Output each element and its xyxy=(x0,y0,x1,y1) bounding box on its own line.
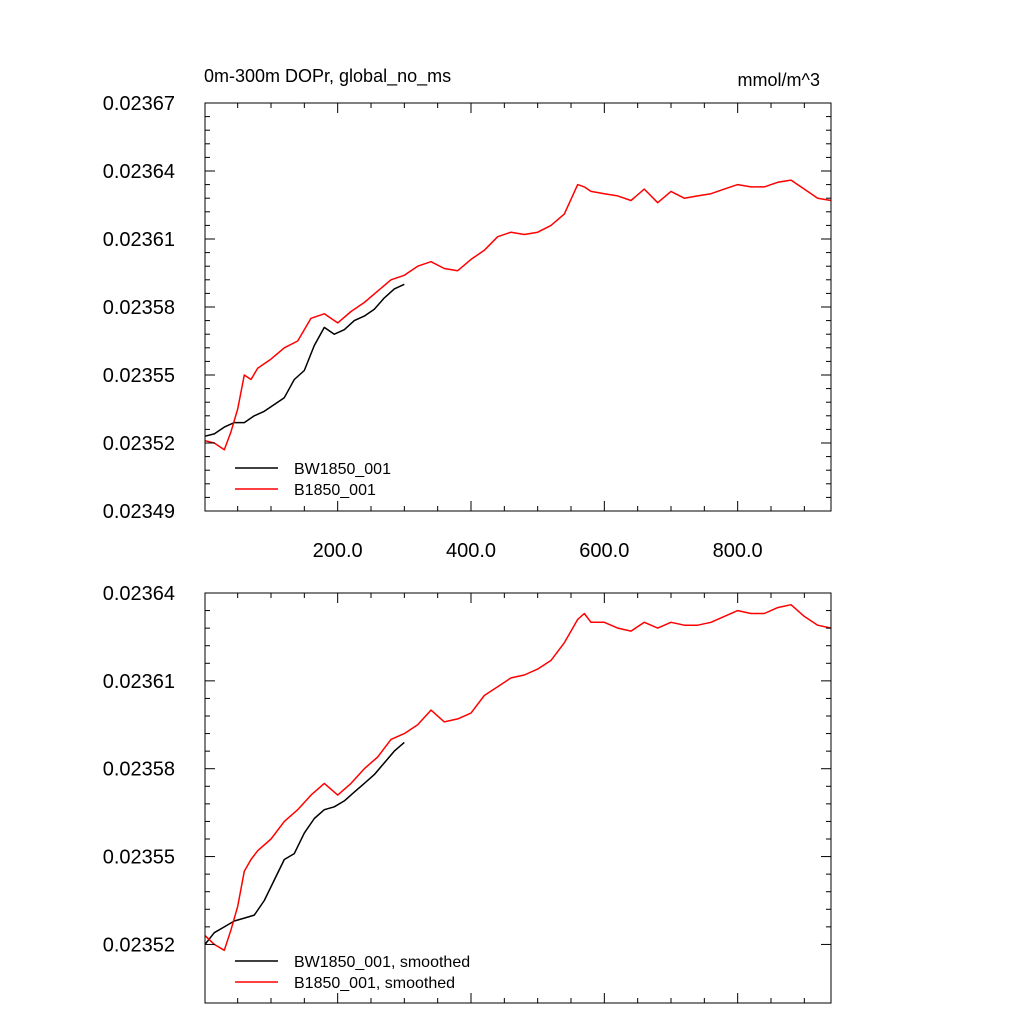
x-tick-label: 600.0 xyxy=(579,540,629,562)
y-tick-label: 0.02361 xyxy=(103,671,175,693)
y-tick-label: 0.02364 xyxy=(103,161,175,183)
bottom-panel: 0.02352 0.02355 0.02358 0.02361 0.02364 BW18… xyxy=(103,583,832,1004)
legend-label-b1850: B1850_001 xyxy=(294,482,376,499)
units-label: mmol/m^3 xyxy=(738,70,820,90)
y-tick-label: 0.02352 xyxy=(103,433,175,455)
top-x-tick-labels: 200.0 400.0 600.0 800.0 xyxy=(313,540,763,562)
y-tick-label: 0.02349 xyxy=(103,501,175,523)
y-tick-label: 0.02367 xyxy=(103,93,175,115)
top-plot-frame xyxy=(204,102,832,512)
y-tick-label: 0.02358 xyxy=(103,297,175,319)
series-line-bw1850 xyxy=(204,741,405,945)
y-tick-label: 0.02361 xyxy=(103,229,175,251)
series-line-bw1850 xyxy=(204,283,405,437)
y-tick-label: 0.02364 xyxy=(103,583,175,605)
legend-label-bw1850-smoothed: BW1850_001, smoothed xyxy=(294,954,470,971)
top-series-group xyxy=(204,179,832,451)
y-tick-label: 0.02358 xyxy=(103,759,175,781)
x-tick-label: 200.0 xyxy=(313,540,363,562)
legend-label-b1850-smoothed: B1850_001, smoothed xyxy=(294,975,455,992)
series-line-b1850 xyxy=(204,179,832,451)
bottom-series-group xyxy=(204,603,832,952)
top-axis-ticks xyxy=(205,102,831,512)
y-tick-label: 0.02355 xyxy=(103,365,175,387)
bottom-legend: BW1850_001, smoothed B1850_001, smoothed xyxy=(235,954,470,992)
bottom-plot-frame xyxy=(204,592,832,1004)
series-line-b1850 xyxy=(204,603,832,952)
y-tick-label: 0.02355 xyxy=(103,847,175,869)
bottom-y-tick-labels: 0.02352 0.02355 0.02358 0.02361 0.02364 xyxy=(103,583,175,956)
x-tick-label: 800.0 xyxy=(713,540,763,562)
bottom-axis-ticks xyxy=(205,592,831,1003)
top-y-tick-labels: 0.02349 0.02352 0.02355 0.02358 0.02361 0.023… xyxy=(103,93,175,523)
top-panel: 0m-300m DOPr, global_no_ms mmol/m^3 0.02… xyxy=(103,66,832,562)
y-tick-label: 0.02352 xyxy=(103,934,175,956)
x-tick-label: 400.0 xyxy=(446,540,496,562)
legend-label-bw1850: BW1850_001 xyxy=(294,461,391,478)
chart-title: 0m-300m DOPr, global_no_ms xyxy=(204,66,451,87)
top-legend: BW1850_001 B1850_001 xyxy=(235,461,391,499)
